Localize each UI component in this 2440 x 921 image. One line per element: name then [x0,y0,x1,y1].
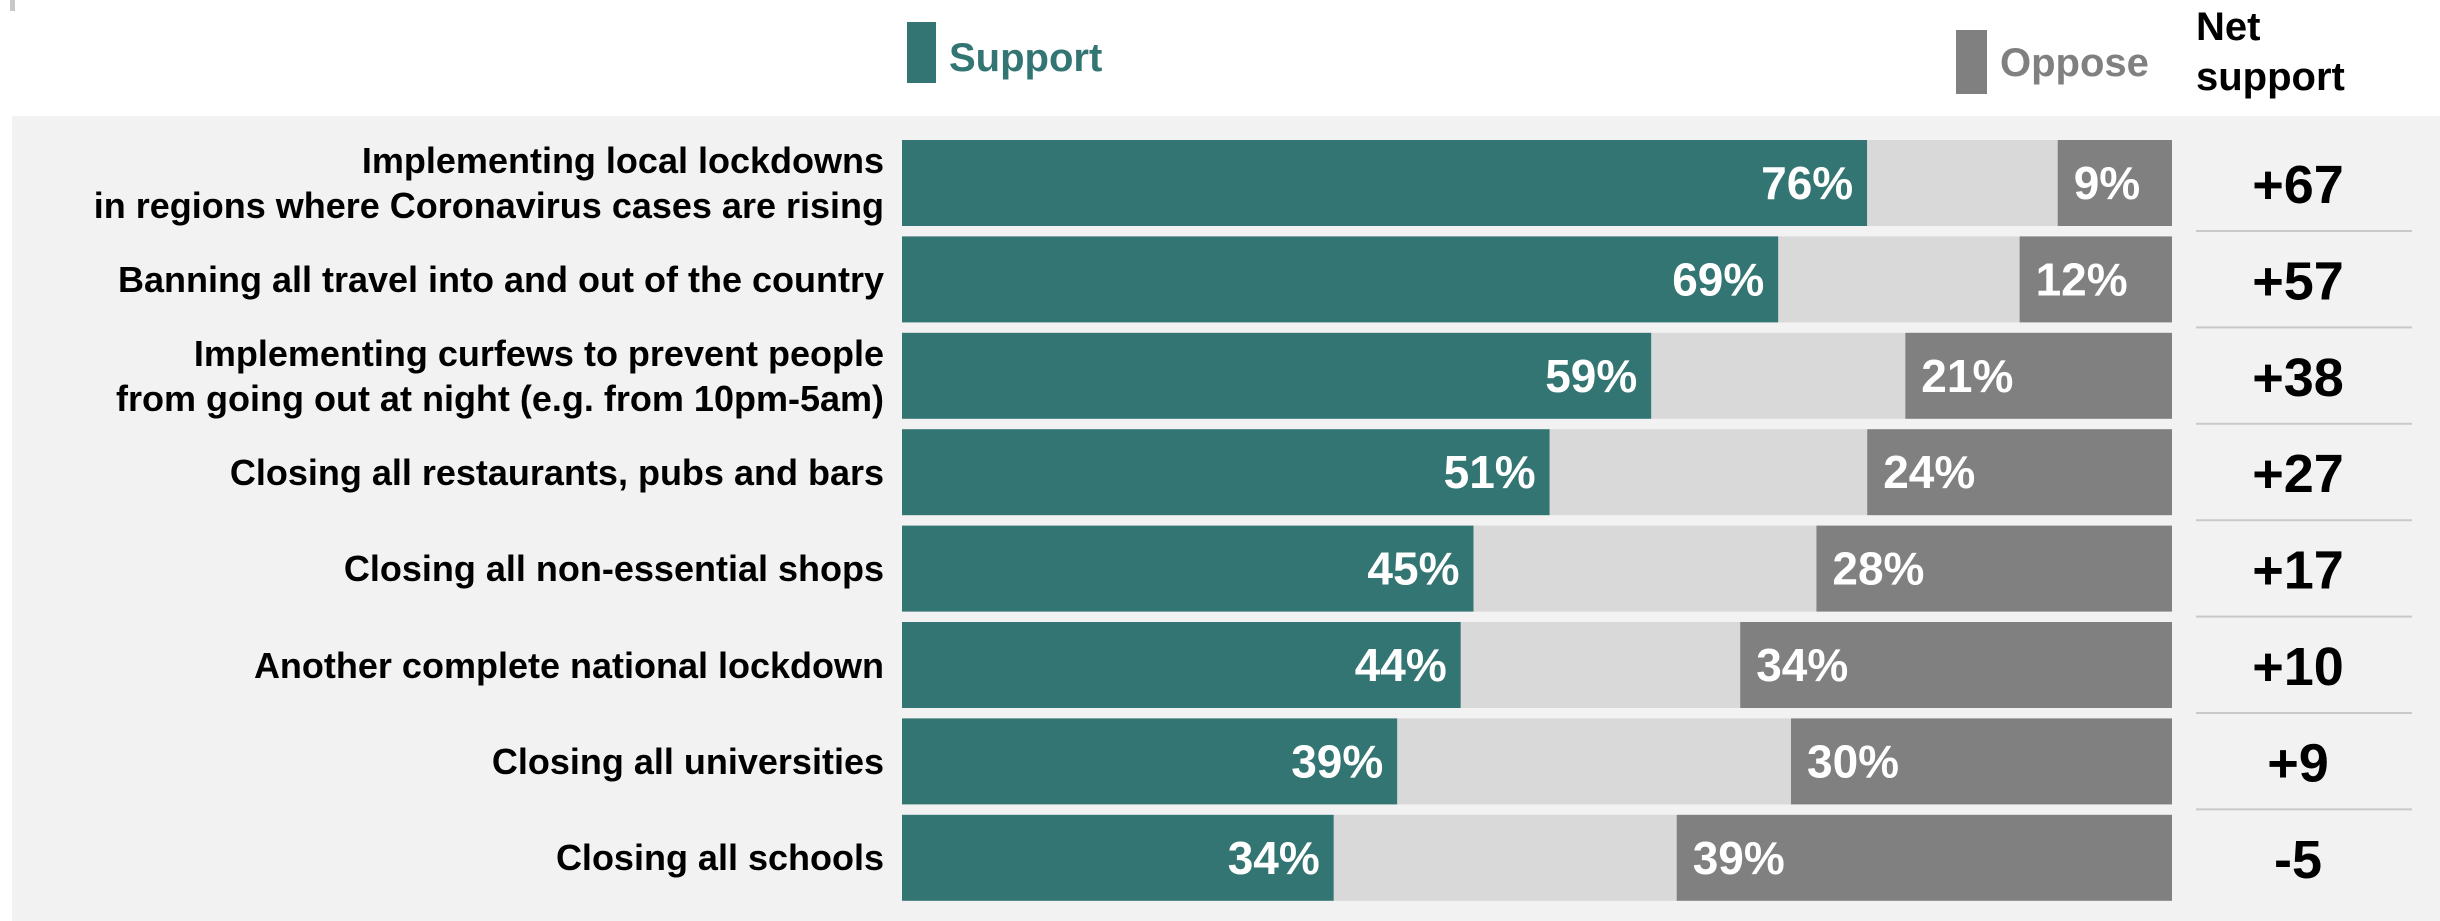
net-support-value: +67 [2252,155,2344,215]
support-legend-swatch [907,22,936,83]
net-support-value: +27 [2252,444,2344,504]
corner-mark [10,0,15,11]
net-support-value: +9 [2267,733,2329,793]
oppose-value-label: 28% [1832,543,1924,595]
oppose-legend-swatch [1956,30,1987,94]
bar-segment-neither [1867,140,2058,226]
bar-segment-support [902,622,1461,708]
oppose-value-label: 21% [1921,350,2013,402]
category-label: Another complete national lockdown [253,644,884,686]
net-support-value: +38 [2252,348,2344,408]
bar-segment-neither [1473,525,1817,612]
support-value-label: 76% [1761,157,1853,209]
support-value-label: 45% [1367,543,1459,595]
bar-segment-oppose [1791,718,2172,805]
net-support-value: +57 [2252,251,2344,311]
bar-segment-neither [1651,332,1906,419]
bar-segment-neither [1549,429,1868,516]
support-value-label: 39% [1291,735,1383,787]
net-support-value: -5 [2274,830,2322,890]
bar-segment-support [902,140,1868,226]
support-value-label: 59% [1545,350,1637,402]
support-value-label: 44% [1355,639,1447,691]
net-header-line-2: support [2196,55,2345,99]
net-support-value: +10 [2252,637,2344,697]
category-label: Closing all restaurants, pubs and bars [229,451,884,493]
net-support-header: Net support [2196,2,2345,102]
bar-segment-oppose [1740,622,2172,708]
bar-segment-support [902,332,1652,419]
net-header-line-1: Net [2196,5,2261,49]
category-label: Closing all non-essential shops [343,548,884,590]
bar-segment-oppose [1905,332,2172,419]
category-label: Implementing curfews to prevent people f… [116,332,884,419]
bar-segment-neither [1778,236,2020,323]
support-value-label: 69% [1672,253,1764,305]
category-label: Banning all travel into and out of the c… [117,258,884,300]
oppose-value-label: 12% [2036,253,2128,305]
bar-segment-oppose [2057,140,2172,226]
category-label: Implementing local lockdowns in regions … [93,140,884,226]
oppose-value-label: 34% [1756,639,1848,691]
oppose-value-label: 39% [1693,832,1785,884]
bar-segment-support [902,525,1474,612]
oppose-value-label: 30% [1807,735,1899,787]
net-support-value: +17 [2252,541,2344,601]
bar-segment-oppose [2019,236,2172,323]
bar-segment-oppose [1867,429,2172,516]
bar-segment-support [902,814,1334,901]
oppose-legend-label: Oppose [2000,41,2149,85]
oppose-value-label: 9% [2074,157,2140,209]
category-label: Closing all universities [491,740,884,782]
support-value-label: 51% [1444,446,1536,498]
bar-segment-support [902,429,1550,516]
bar-segment-neither [1460,622,1741,708]
support-value-label: 34% [1228,832,1320,884]
bar-segment-neither [1333,814,1677,901]
bar-segment-neither [1397,718,1791,805]
bar-segment-support [902,236,1779,323]
bar-segment-oppose [1676,814,2172,901]
support-legend-label: Support [949,36,1103,80]
bar-segment-support [902,718,1398,805]
category-label: Closing all schools [555,837,884,879]
bar-segment-oppose [1816,525,2172,612]
oppose-value-label: 24% [1883,446,1975,498]
